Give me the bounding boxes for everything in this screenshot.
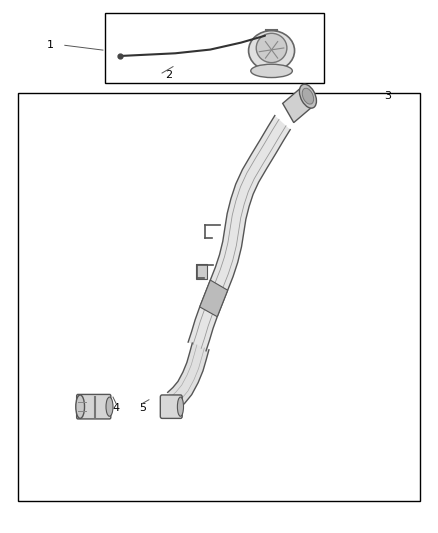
Ellipse shape [302, 88, 314, 104]
Ellipse shape [256, 33, 287, 63]
Ellipse shape [251, 64, 293, 78]
Ellipse shape [177, 397, 184, 416]
Bar [18, 93, 420, 501]
Bar [105, 13, 324, 83]
Ellipse shape [76, 395, 85, 418]
Text: 4: 4 [113, 403, 120, 413]
Text: 1: 1 [47, 41, 54, 50]
Polygon shape [188, 116, 290, 351]
Text: 2: 2 [165, 70, 172, 79]
Polygon shape [200, 280, 228, 317]
Ellipse shape [300, 84, 316, 108]
FancyBboxPatch shape [160, 395, 182, 418]
Polygon shape [283, 86, 314, 123]
Polygon shape [168, 343, 209, 409]
Ellipse shape [249, 30, 295, 70]
Text: 5: 5 [139, 403, 146, 413]
Bar [196, 264, 207, 279]
Text: 3: 3 [384, 91, 391, 101]
FancyBboxPatch shape [77, 394, 111, 419]
Ellipse shape [106, 397, 113, 416]
